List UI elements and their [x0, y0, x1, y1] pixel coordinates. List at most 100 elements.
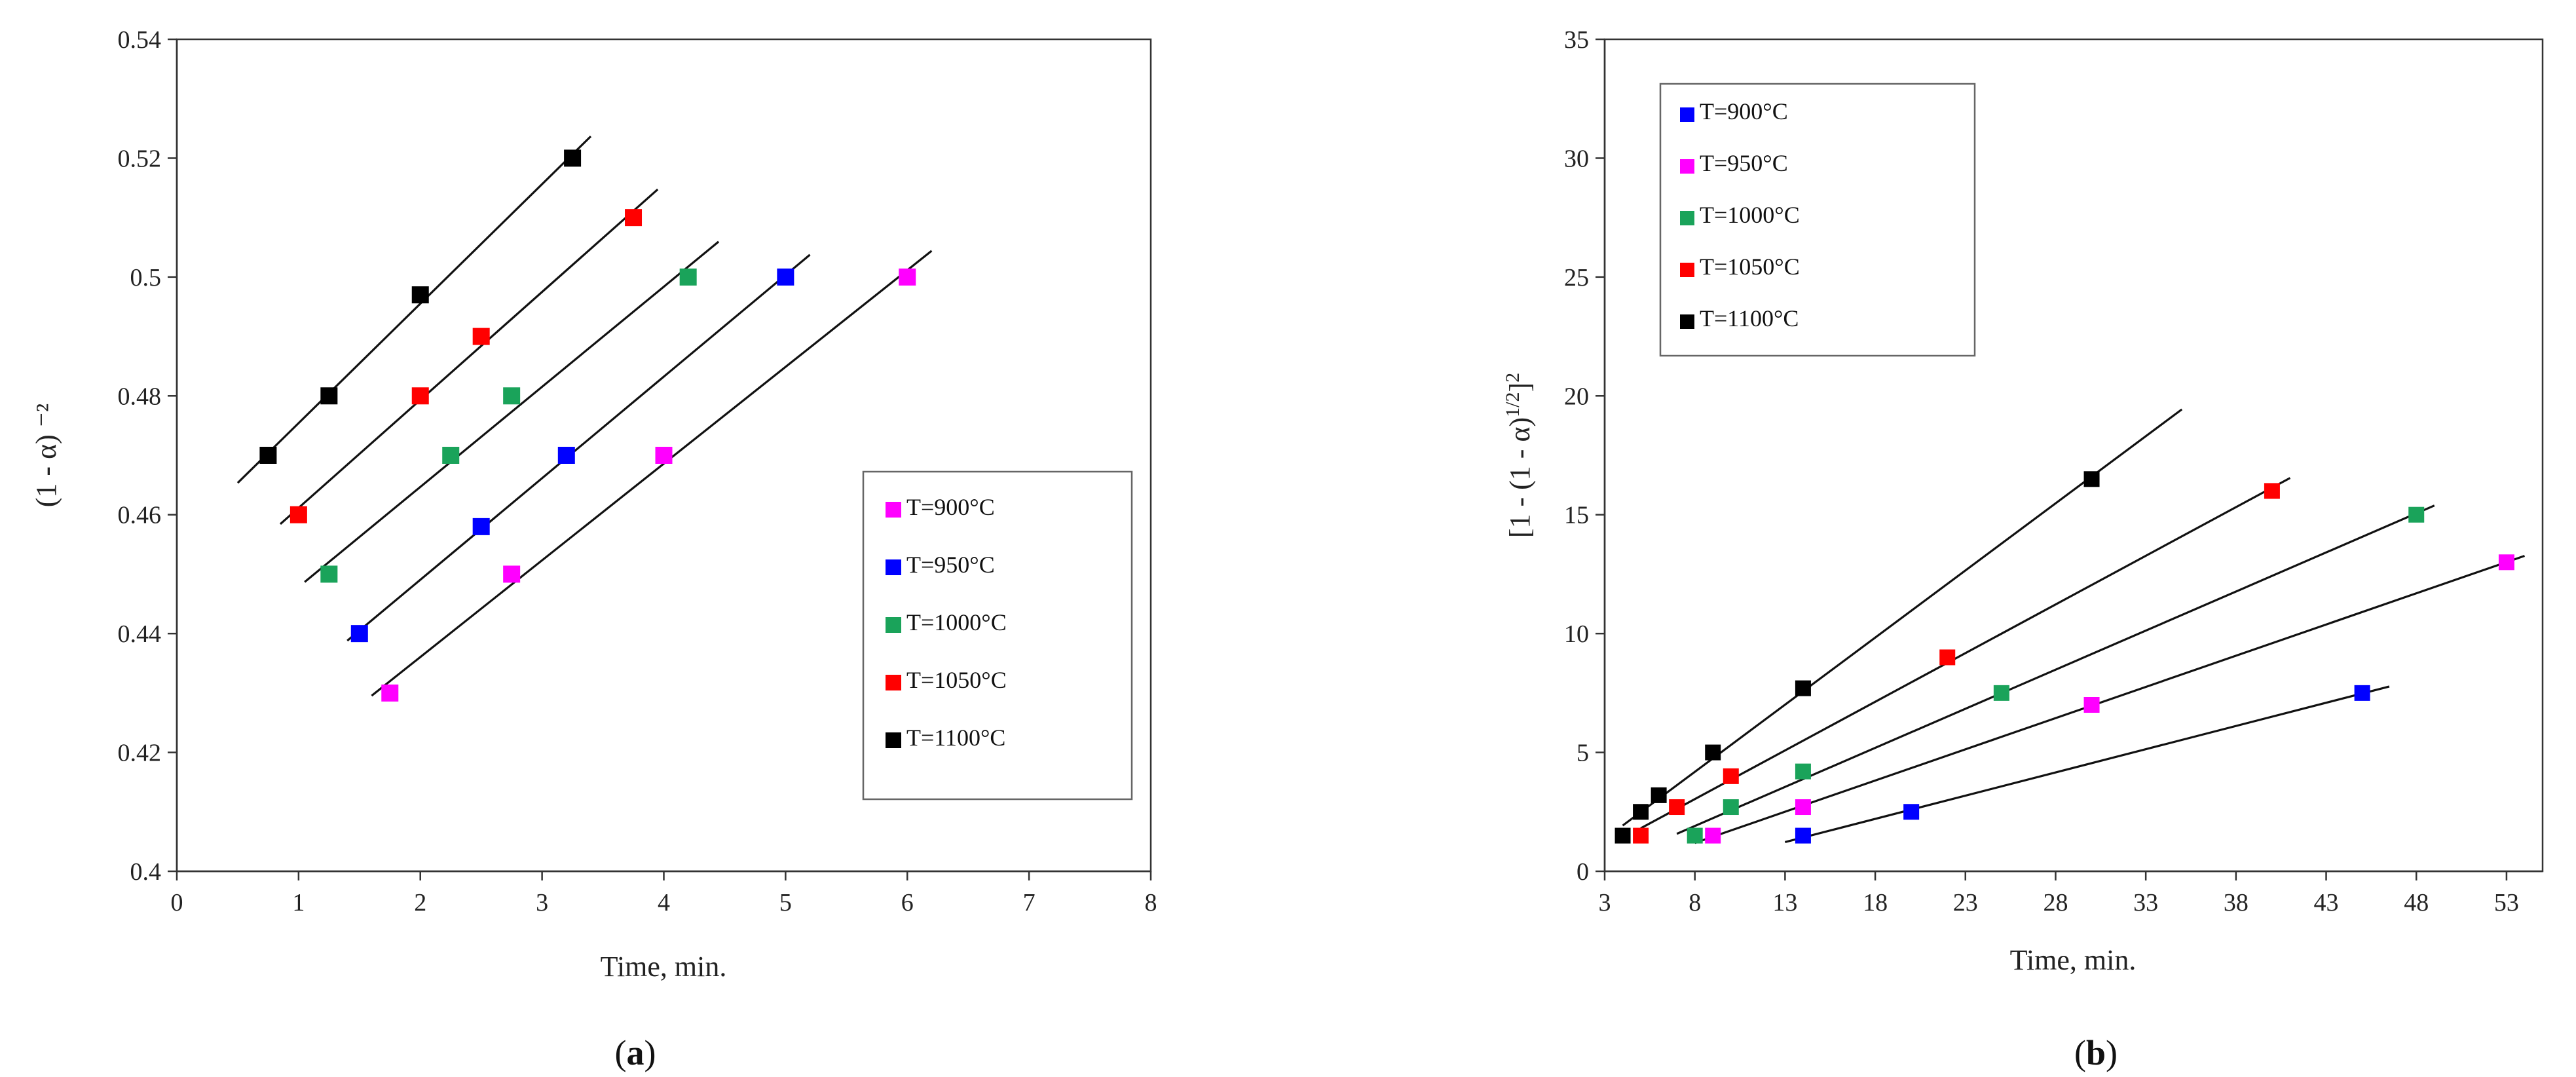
- data-point: [2083, 697, 2100, 713]
- fit-line: [1676, 504, 2435, 835]
- y-tick-label: 25: [1564, 264, 1589, 292]
- data-point: [472, 328, 490, 345]
- data-point: [1615, 827, 1631, 844]
- caption-b-close: ): [2106, 1033, 2118, 1072]
- data-point: [1795, 799, 1811, 816]
- legend-label: T=1100°C: [906, 725, 1005, 751]
- legend-label: T=1000°C: [1700, 202, 1800, 228]
- x-tick-label: 1: [292, 889, 305, 916]
- fit-line: [1694, 554, 2525, 844]
- chart-a-legend: [862, 470, 1133, 801]
- chart-b-y-label-mid: ]: [1504, 383, 1536, 392]
- x-tick-label: 38: [2224, 889, 2249, 916]
- caption-a-close: ): [644, 1033, 656, 1072]
- x-tick-label: 18: [1863, 889, 1888, 916]
- y-tick-label: 0.5: [130, 264, 162, 292]
- chart-b-y-label-sup2: 2: [1502, 373, 1523, 383]
- data-point: [1651, 787, 1667, 803]
- chart-a-caption: (a): [615, 1033, 656, 1072]
- x-tick-label: 28: [2043, 889, 2068, 916]
- data-point: [2354, 685, 2370, 701]
- data-point: [1633, 804, 1649, 820]
- chart-a-fit-lines: [236, 136, 933, 697]
- data-point: [289, 506, 307, 523]
- data-point: [655, 447, 673, 464]
- y-tick-label: 0.46: [118, 502, 162, 529]
- y-tick-label: 0.54: [118, 26, 162, 54]
- data-point: [1705, 827, 1721, 844]
- y-tick-label: 0.42: [118, 740, 162, 767]
- data-point: [1993, 685, 2009, 701]
- chart-a-y-ticks: 0.4 0.42 0.44 0.46 0.48 0.5 0.52 0.54: [118, 26, 177, 886]
- legend-label: T=1050°C: [1700, 254, 1800, 280]
- data-point: [899, 268, 916, 286]
- x-tick-label: 48: [2404, 889, 2429, 916]
- chart-b-legend: [1659, 83, 1976, 357]
- chart-b-legend-items: T=900°C T=950°C T=1000°C T=1050°C T=1100°C: [1680, 98, 1800, 331]
- chart-a-x-ticks: 0 1 2 3 4 5 6 7 8: [171, 871, 1157, 916]
- chart-b-fit-lines: [1622, 408, 2525, 844]
- data-point: [1795, 763, 1811, 780]
- data-point: [381, 684, 399, 702]
- data-point: [679, 268, 697, 286]
- legend-swatch: [886, 559, 901, 575]
- data-point: [1939, 649, 1956, 666]
- data-point: [2498, 554, 2514, 571]
- x-tick-label: 8: [1145, 889, 1157, 916]
- y-tick-label: 20: [1564, 383, 1589, 410]
- chart-b-y-ticks: 0 5 10 15 20 25 30 35: [1564, 26, 1605, 886]
- data-point: [1633, 827, 1649, 844]
- data-point: [2408, 506, 2425, 523]
- data-point: [777, 268, 794, 286]
- y-tick-label: 5: [1577, 740, 1589, 767]
- legend-swatch: [886, 732, 901, 748]
- caption-b-open: (: [2074, 1033, 2086, 1072]
- data-point: [1669, 799, 1685, 816]
- fit-line: [1640, 477, 2291, 829]
- data-point: [557, 447, 575, 464]
- chart-a-legend-items: T=900°C T=950°C T=1000°C T=1050°C T=1100°C: [886, 494, 1007, 751]
- chart-b-caption: (b): [2074, 1033, 2118, 1072]
- y-tick-label: 15: [1564, 502, 1589, 529]
- fit-line: [279, 188, 659, 525]
- caption-a-letter: a: [627, 1033, 644, 1072]
- x-tick-label: 4: [658, 889, 670, 916]
- chart-b-y-label-main: [1 - (1 - α): [1504, 417, 1536, 538]
- data-point: [1705, 744, 1721, 761]
- y-tick-label: 0.52: [118, 145, 162, 172]
- caption-b-letter: b: [2086, 1033, 2106, 1072]
- chart-b-y-label: [1 - (1 - α)1/2]2: [1502, 373, 1536, 538]
- x-tick-label: 3: [536, 889, 548, 916]
- legend-swatch: [1680, 107, 1694, 122]
- chart-panel-a: 0.4 0.42 0.44 0.46 0.48 0.5 0.52 0.54 0 1 2 3 4 5 6 7 8…: [30, 26, 1157, 1072]
- legend-label: T=950°C: [1700, 150, 1788, 176]
- y-tick-label: 0.44: [118, 620, 162, 648]
- data-point: [1723, 768, 1739, 784]
- y-tick-label: 0: [1577, 858, 1589, 886]
- data-point: [1795, 827, 1811, 844]
- data-point: [1723, 799, 1739, 816]
- data-point: [411, 387, 429, 405]
- fit-line: [304, 240, 720, 583]
- data-point: [259, 447, 277, 464]
- y-tick-label: 0.48: [118, 383, 162, 410]
- y-tick-label: 30: [1564, 145, 1589, 172]
- data-point: [350, 625, 368, 643]
- legend-label: T=1000°C: [906, 609, 1007, 635]
- data-point: [503, 565, 521, 583]
- legend-label: T=1050°C: [906, 667, 1007, 693]
- x-tick-label: 53: [2494, 889, 2519, 916]
- legend-swatch: [1680, 211, 1694, 225]
- chart-b-x-ticks: 3 8 13 18 23 28 33 38 43 48 53: [1599, 871, 2519, 916]
- data-point: [472, 518, 490, 535]
- y-tick-label: 35: [1564, 26, 1589, 54]
- legend-label: T=900°C: [906, 494, 995, 520]
- x-tick-label: 23: [1953, 889, 1978, 916]
- legend-swatch: [886, 502, 901, 518]
- x-tick-label: 7: [1023, 889, 1036, 916]
- data-point: [320, 565, 338, 583]
- y-tick-label: 10: [1564, 620, 1589, 648]
- fit-line: [236, 136, 592, 484]
- data-point: [1795, 680, 1811, 696]
